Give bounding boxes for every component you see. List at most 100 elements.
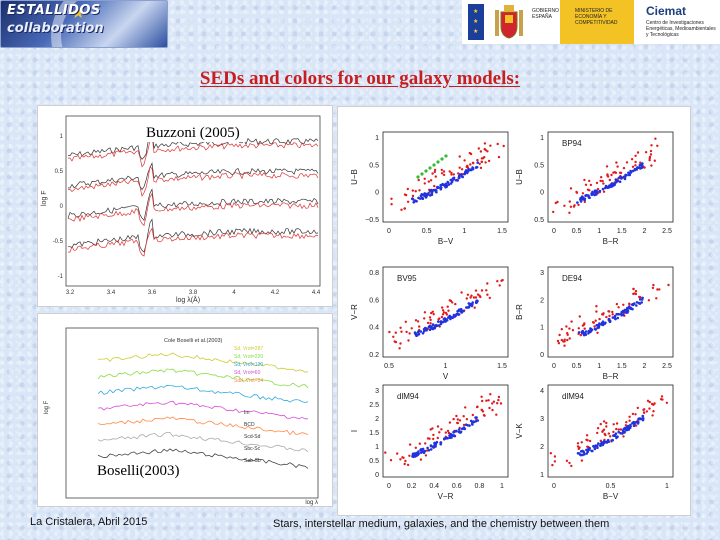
obs-point (418, 442, 421, 445)
model-point (626, 424, 630, 428)
green-point (440, 157, 444, 161)
boselli-curve (97, 352, 309, 373)
y-tick: 1 (540, 472, 544, 479)
obs-point (553, 455, 557, 458)
obs-point (405, 330, 408, 334)
obs-point (480, 157, 484, 160)
plot-ylabel: U−B (350, 169, 359, 185)
obs-point (492, 400, 496, 403)
model-point (475, 299, 478, 303)
obs-point (444, 311, 448, 315)
plot-xlabel: B−R (603, 237, 619, 246)
obs-point (433, 184, 436, 188)
model-point (460, 175, 464, 178)
obs-point (602, 420, 606, 423)
obs-point (628, 415, 631, 418)
obs-point (500, 279, 503, 282)
model-point (618, 180, 622, 183)
obs-point (645, 410, 649, 413)
x-tick: 1.5 (497, 228, 507, 235)
plot-tag: BP94 (562, 139, 582, 148)
obs-point (497, 395, 501, 399)
y-tick: 0.2 (369, 352, 379, 359)
model-point (432, 446, 435, 449)
obs-point (392, 335, 395, 338)
obs-point (399, 326, 402, 329)
model-point (607, 318, 611, 322)
model-point (624, 428, 628, 432)
obs-point (406, 187, 409, 191)
obs-point (406, 200, 410, 203)
obs-point (463, 159, 466, 162)
obs-point (579, 334, 582, 337)
model-point (627, 173, 630, 177)
obs-point (428, 316, 432, 319)
obs-point (424, 454, 428, 457)
model-point (579, 453, 583, 457)
obs-point (634, 424, 638, 427)
y-tick: 1 (540, 325, 544, 332)
obs-point (396, 452, 399, 455)
obs-point (611, 313, 614, 316)
buzzoni-y-tick: -0.5 (53, 239, 64, 245)
obs-point (462, 423, 466, 427)
model-point (448, 436, 452, 440)
green-point (444, 154, 448, 158)
model-point (454, 179, 458, 182)
obs-point (556, 339, 560, 343)
model-point (471, 167, 475, 171)
obs-point (571, 329, 575, 332)
model-point (585, 448, 588, 452)
obs-point (594, 319, 597, 322)
model-point (423, 192, 426, 195)
obs-point (401, 456, 404, 459)
obs-point (598, 317, 601, 321)
obs-point (569, 205, 573, 208)
plot-ylabel: I (350, 430, 359, 432)
model-point (444, 320, 447, 323)
x-tick: 0 (552, 228, 556, 235)
obs-point (457, 172, 460, 175)
obs-point (649, 149, 653, 153)
obs-point (610, 173, 613, 177)
model-point (454, 430, 457, 433)
model-point (619, 175, 623, 179)
model-point (608, 184, 611, 187)
plot-ylabel: U−B (515, 169, 524, 185)
buzzoni-y-tick: 1 (60, 134, 64, 140)
sed-curve (68, 227, 319, 257)
obs-point (656, 144, 659, 147)
y-tick: 3 (540, 416, 544, 423)
x-tick: 0 (552, 483, 556, 490)
obs-point (630, 158, 634, 161)
model-point (436, 186, 439, 189)
boselli-sed-panel: Cole Boselli et al.(2003) Sd, Vrot=287 Sd… (37, 313, 333, 507)
obs-point (466, 293, 470, 296)
obs-point (483, 414, 486, 417)
obs-point (424, 442, 427, 445)
color-diagrams-panel: B−V U−B 0 0.5 1 1.5 1 0.5 0 −0.5 BP94 B−R U−B 0 0.5 1 1.… (337, 106, 691, 516)
model-point (437, 320, 440, 323)
x-tick: 1 (444, 363, 448, 370)
obs-point (596, 187, 600, 191)
model-point (635, 304, 638, 307)
obs-point (388, 330, 391, 334)
model-point (457, 428, 461, 431)
obs-point (605, 165, 609, 168)
model-point (623, 308, 627, 312)
obs-point (566, 338, 569, 342)
model-point (427, 192, 430, 195)
model-point (581, 197, 584, 201)
y-tick: 0 (540, 190, 544, 197)
ciemat-logo-name: Ciemat (646, 4, 687, 18)
x-tick: 0.8 (475, 483, 485, 490)
obs-point (613, 171, 616, 174)
obs-point (665, 401, 669, 404)
obs-point (456, 421, 459, 425)
footer-talk-title: Stars, interstellar medium, galaxies, an… (273, 518, 610, 530)
boselli-sed-plot: Cole Boselli et al.(2003) Sd, Vrot=287 Sd… (44, 327, 319, 506)
obs-point (580, 441, 583, 444)
obs-point (647, 299, 651, 302)
model-point (597, 325, 601, 329)
model-point (577, 331, 581, 334)
